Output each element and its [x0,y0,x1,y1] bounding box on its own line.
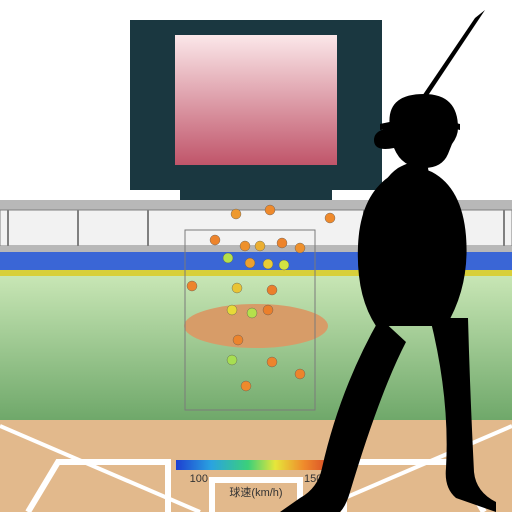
pitch-marker [240,241,250,251]
pitch-marker [295,369,305,379]
pitch-marker [325,213,335,223]
pitch-marker [187,281,197,291]
pitch-marker [231,209,241,219]
pitch-marker [247,308,257,318]
chart-svg: 100150球速(km/h) [0,0,512,512]
pitch-marker [263,305,273,315]
legend-bar [176,460,336,470]
pitch-marker [223,253,233,263]
pitch-marker [265,205,275,215]
pitch-marker [245,258,255,268]
pitch-marker [241,381,251,391]
pitch-marker [255,241,265,251]
legend-label: 球速(km/h) [229,485,282,499]
pitch-location-chart: 100150球速(km/h) [0,0,512,512]
pitch-marker [227,355,237,365]
pitch-marker [210,235,220,245]
pitch-marker [263,259,273,269]
pitch-marker [277,238,287,248]
stand-post [77,210,79,246]
pitch-marker [232,283,242,293]
pitch-marker [295,243,305,253]
pitch-marker [233,335,243,345]
pitch-marker [227,305,237,315]
stand-post [147,210,149,246]
stand-post [7,210,9,246]
scoreboard-screen [175,35,337,165]
pitch-marker [279,260,289,270]
pitch-marker [267,285,277,295]
pitch-marker [267,357,277,367]
legend-tick: 100 [190,473,208,485]
stand-post [503,210,505,246]
batter-torso [358,168,467,326]
